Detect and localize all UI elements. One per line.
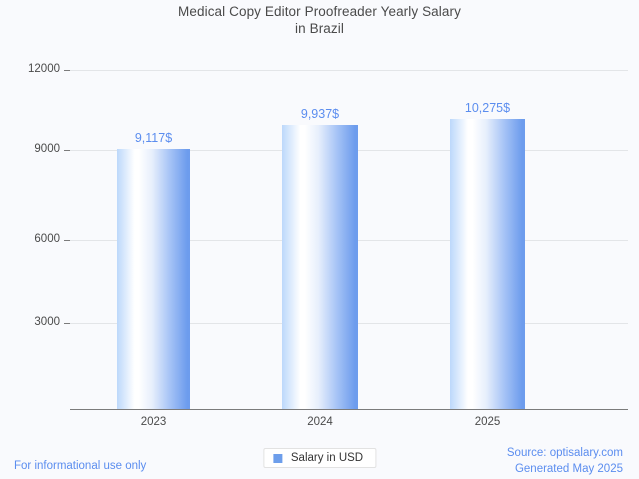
y-axis-label-9000: 9000 [34,143,60,155]
bar-column-2024[interactable]: 9,937$ 2024 [282,70,358,428]
y-tick-mark [64,150,70,151]
legend-item-label: Salary in USD [290,452,364,464]
chart-title-line-2: in Brazil [295,21,344,36]
x-axis-label-2023: 2023 [140,416,167,428]
x-axis-label-2025: 2025 [474,416,501,428]
y-tick-mark [64,70,70,71]
bar-value-label-2023: 9,117$ [134,131,173,145]
y-tick-mark [64,240,70,241]
footer-source-block: Source: optisalary.com Generated May 202… [507,446,623,477]
chart-title-line-1: Medical Copy Editor Proofreader Yearly S… [178,4,461,19]
gridline [70,70,628,71]
source-text: Source: optisalary.com [506,447,623,459]
bar-column-2025[interactable]: 10,275$ 2025 [450,70,525,428]
bar-value-label-2025: 10,275$ [464,101,511,115]
bar-2025[interactable] [450,119,525,409]
chart-legend[interactable]: Salary in USD [262,448,377,468]
disclaimer-text: For informational use only [14,460,147,472]
y-axis-label-3000: 3000 [34,316,60,328]
y-tick-mark [64,323,70,324]
bar-value-label-2024: 9,937$ [300,107,340,121]
bar-column-2023[interactable]: 9,117$ 2023 [117,70,190,428]
y-axis-label-6000: 6000 [34,233,60,245]
plot-area: 12000 9000 6000 3000 9,117$ 2023 9,937$ … [28,63,628,428]
x-axis-label-2024: 2024 [307,416,333,428]
x-axis-line [70,409,628,410]
generated-date-text: Generated May 2025 [514,462,623,475]
y-gridline-12000: 12000 [28,63,628,75]
bar-2023[interactable] [117,149,190,409]
bar-2024[interactable] [282,125,358,409]
legend-swatch-icon [272,453,282,463]
chart-title: Medical Copy Editor Proofreader Yearly S… [0,3,639,37]
y-axis-label-12000: 12000 [28,63,60,75]
